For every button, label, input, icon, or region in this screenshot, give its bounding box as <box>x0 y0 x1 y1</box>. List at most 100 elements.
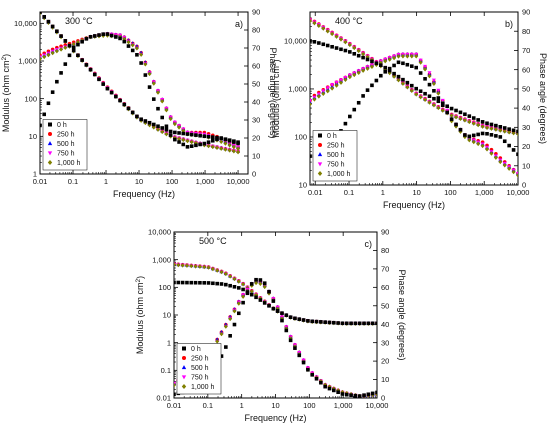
data-point <box>224 345 228 349</box>
data-point <box>321 89 326 93</box>
data-point <box>467 137 472 143</box>
data-point <box>344 321 349 326</box>
data-point <box>189 263 194 269</box>
data-point <box>185 132 190 136</box>
data-point <box>362 321 366 326</box>
data-point <box>156 127 160 132</box>
data-point <box>139 61 143 65</box>
data-point <box>160 129 165 135</box>
data-point <box>177 131 181 135</box>
data-point <box>236 141 240 146</box>
data-point <box>445 110 449 115</box>
data-point <box>249 282 254 286</box>
data-point <box>498 124 503 129</box>
data-point <box>480 143 485 149</box>
data-point <box>177 136 182 142</box>
data-point <box>84 63 89 67</box>
legend-marker <box>182 346 186 351</box>
data-point <box>160 115 165 120</box>
data-point <box>321 91 326 96</box>
data-point <box>427 82 432 87</box>
legend-label: 500 h <box>191 365 209 372</box>
data-point <box>310 373 315 377</box>
data-point <box>42 112 47 117</box>
data-point <box>301 360 306 365</box>
y-right-tick-label: 40 <box>522 104 530 113</box>
data-point <box>223 147 228 152</box>
data-point <box>219 139 224 145</box>
data-point <box>174 382 176 388</box>
data-point <box>174 392 176 397</box>
x-tick-label: 100 <box>444 188 457 197</box>
data-point <box>101 82 106 86</box>
data-point <box>418 71 423 75</box>
data-point <box>206 143 211 149</box>
data-point <box>485 121 489 126</box>
data-point <box>139 117 143 122</box>
data-point <box>387 57 392 62</box>
data-point <box>288 338 293 343</box>
data-point <box>236 311 241 316</box>
data-point <box>400 53 405 59</box>
data-point <box>352 52 357 56</box>
data-point <box>476 132 480 137</box>
data-point <box>109 33 114 38</box>
data-point <box>361 94 365 98</box>
data-point <box>181 131 186 136</box>
legend-label: 750 h <box>191 375 209 382</box>
data-point <box>392 63 396 68</box>
y-right-axis-label: Phase angle (degrees) <box>397 269 407 360</box>
data-point <box>336 321 340 325</box>
data-point <box>375 390 377 395</box>
data-point <box>147 71 152 77</box>
data-point <box>227 143 232 148</box>
legend-label: 250 h <box>57 132 75 139</box>
data-point <box>471 121 476 126</box>
data-point <box>440 108 445 113</box>
data-point <box>198 280 202 285</box>
data-point <box>349 393 353 398</box>
data-point <box>293 346 297 350</box>
data-point <box>334 83 339 88</box>
data-point <box>414 53 419 59</box>
x-tick-label: 100 <box>166 177 179 186</box>
y-right-axis-label: Phase angle (degrees) <box>538 53 548 144</box>
x-tick-label: 10 <box>271 401 279 410</box>
data-point <box>271 306 276 311</box>
data-point <box>392 55 397 61</box>
panel-2: 0.01 0.1 1 10 100 1,000 10,000101001,00010,000… <box>271 8 548 210</box>
data-point <box>431 78 436 83</box>
y-left-tick-label: 0.1 <box>161 366 171 375</box>
data-point <box>168 133 173 137</box>
data-point <box>67 53 72 58</box>
data-point <box>365 88 370 92</box>
y-left-tick-label: 10,000 <box>14 19 37 28</box>
data-point <box>361 55 365 60</box>
y-right-tick-label: 80 <box>522 27 530 36</box>
data-point <box>231 144 236 150</box>
data-point <box>241 287 245 292</box>
data-point <box>267 289 271 294</box>
data-point <box>228 274 233 279</box>
data-point <box>334 34 339 39</box>
y-right-tick-label: 80 <box>252 26 260 35</box>
data-point <box>498 159 503 165</box>
data-point <box>423 91 427 96</box>
data-point <box>314 376 319 381</box>
data-point <box>227 148 232 153</box>
data-point <box>258 298 263 302</box>
data-point <box>467 134 472 139</box>
data-point <box>454 122 458 127</box>
data-point <box>202 281 207 285</box>
y-right-tick-label: 40 <box>381 320 389 329</box>
data-point <box>63 39 68 43</box>
data-point <box>427 71 432 75</box>
y-right-tick-label: 70 <box>252 44 260 53</box>
data-point <box>280 318 284 323</box>
data-point <box>498 128 503 133</box>
data-point <box>232 308 237 314</box>
data-point <box>449 117 454 121</box>
data-point <box>440 98 445 103</box>
data-point <box>210 135 215 139</box>
data-point <box>232 140 236 144</box>
